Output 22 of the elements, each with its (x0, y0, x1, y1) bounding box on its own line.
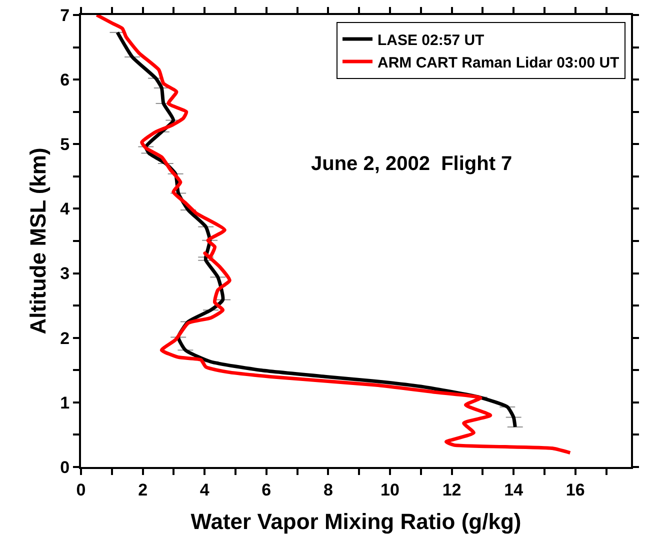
legend-label: LASE 02:57 UT (378, 32, 484, 49)
y-tick-label: 0 (60, 458, 70, 477)
y-tick-label: 7 (60, 6, 70, 25)
x-tick-label: 14 (504, 480, 524, 500)
annotation: June 2, 2002 Flight 7 (311, 153, 512, 175)
y-tick-label: 3 (60, 264, 70, 284)
y-tick-label: 1 (60, 393, 70, 412)
x-axis-title: Water Vapor Mixing Ratio (g/kg) (190, 508, 522, 534)
legend-label: ARM CART Raman Lidar 03:00 UT (378, 54, 620, 72)
y-tick-label: 6 (60, 70, 70, 90)
x-tick-label: 8 (323, 480, 333, 500)
x-tick-label: 16 (566, 480, 585, 500)
y-tick-label: 5 (60, 135, 70, 154)
x-tick-label: 2 (138, 480, 148, 500)
x-tick-label: 10 (380, 480, 400, 500)
y-axis-title: Altitude MSL (km) (25, 148, 50, 334)
x-tick-label: 6 (262, 480, 272, 500)
x-tick-label: 4 (200, 480, 210, 500)
y-tick-label: 4 (60, 200, 70, 219)
y-tick-label: 2 (60, 328, 70, 348)
x-tick-label: 12 (442, 480, 462, 500)
x-tick-label: 0 (76, 480, 86, 500)
